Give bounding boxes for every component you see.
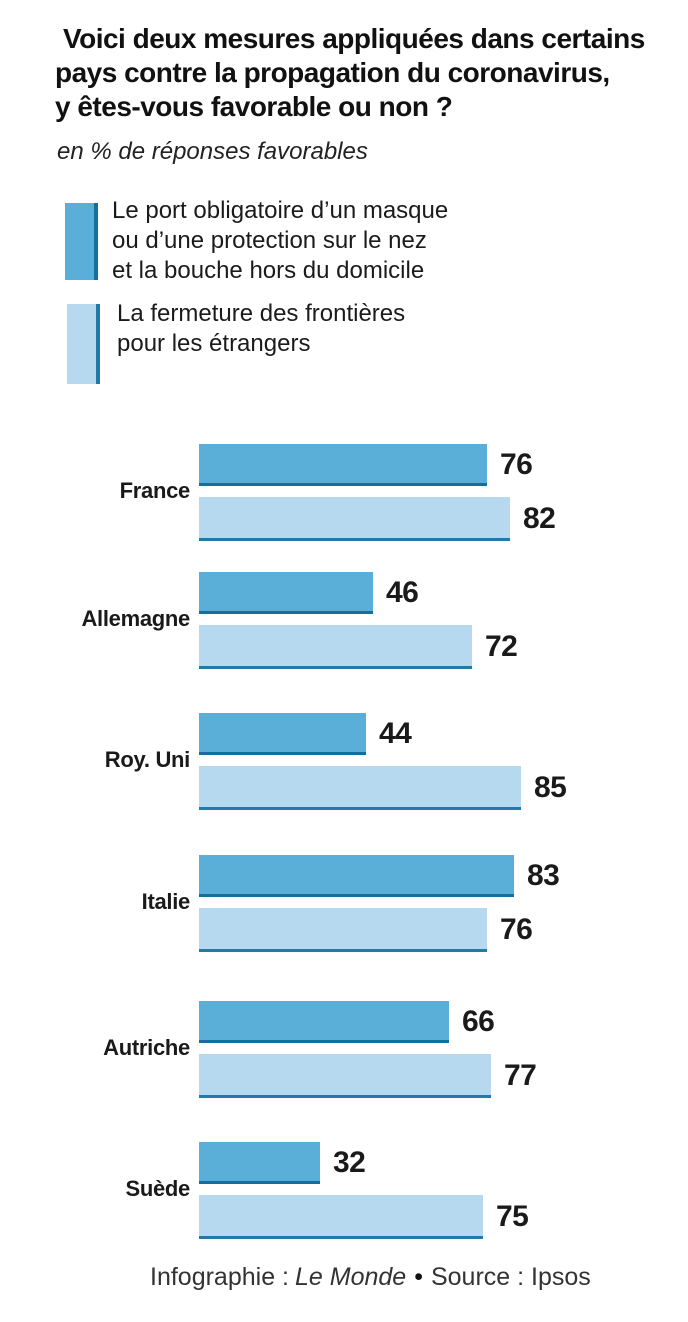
legend-label-line: Le port obligatoire d’un masque [112, 197, 449, 224]
bar-masque [199, 572, 373, 614]
chart-title: Voici deux mesures appliquées dans certa… [55, 22, 645, 124]
bar-frontieres [199, 908, 487, 952]
value-label-frontieres: 85 [534, 771, 567, 804]
bar-frontieres [199, 1195, 483, 1239]
country-label: Suède [125, 1176, 190, 1201]
value-label-frontieres: 77 [504, 1059, 537, 1092]
footer-brand: Le Monde [295, 1263, 407, 1291]
country-label: France [119, 478, 191, 503]
title-line: Voici deux mesures appliquées dans certa… [63, 23, 645, 54]
value-label-masque: 66 [462, 1005, 495, 1038]
country-label: Roy. Uni [104, 747, 191, 772]
chart-subtitle: en % de réponses favorables [57, 138, 368, 165]
bar-group: Roy. Uni 44 85 [0, 713, 688, 810]
value-label-frontieres: 75 [496, 1200, 529, 1233]
legend-swatch-masque [65, 203, 98, 280]
bar-masque [199, 1001, 449, 1043]
bar-group: France 76 82 [0, 444, 688, 541]
bar-group: Autriche 66 77 [0, 1001, 688, 1098]
title-line: pays contre la propagation du coronaviru… [55, 57, 610, 88]
value-label-frontieres: 76 [500, 913, 533, 946]
legend-swatch-frontieres [67, 304, 100, 384]
footer-credit: Infographie : Le Monde • Source : Ipsos [150, 1262, 670, 1292]
country-label: Italie [141, 889, 191, 914]
bar-group: Suède 32 75 [0, 1142, 688, 1239]
legend-label-frontieres: La fermeture des frontières pour les étr… [117, 299, 405, 359]
bar-masque [199, 713, 366, 755]
legend-label-line: ou d’une protection sur le nez [112, 227, 427, 254]
legend-label-line: La fermeture des frontières [117, 300, 406, 327]
legend-label-line: et la bouche hors du domicile [112, 257, 425, 284]
legend-label-line: pour les étrangers [117, 330, 311, 357]
bar-frontieres [199, 497, 510, 541]
footer-infographie: Infographie : [150, 1263, 289, 1291]
bar-frontieres [199, 1054, 491, 1098]
footer-bullet: • [414, 1263, 423, 1291]
footer-source: Source : Ipsos [430, 1263, 591, 1291]
bar-group: Italie 83 76 [0, 855, 688, 952]
bar-frontieres [199, 625, 472, 669]
value-label-masque: 44 [379, 717, 412, 750]
bar-masque [199, 1142, 320, 1184]
bar-masque [199, 855, 514, 897]
value-label-masque: 46 [386, 576, 419, 609]
value-label-masque: 83 [527, 859, 560, 892]
value-label-masque: 32 [333, 1146, 366, 1179]
country-label: Autriche [103, 1035, 190, 1060]
title-line: y êtes-vous favorable ou non ? [55, 91, 453, 122]
value-label-frontieres: 82 [523, 502, 556, 535]
bar-group: Allemagne 46 72 [0, 572, 688, 669]
value-label-frontieres: 72 [485, 630, 518, 663]
value-label-masque: 76 [500, 448, 533, 481]
country-label: Allemagne [81, 606, 190, 631]
legend-label-masque: Le port obligatoire d’un masque ou d’une… [112, 196, 448, 286]
bar-frontieres [199, 766, 521, 810]
bar-masque [199, 444, 487, 486]
bar-chart: France 76 82 Allemagne 46 72 Roy. Uni 44 85 Itali… [0, 444, 688, 1239]
